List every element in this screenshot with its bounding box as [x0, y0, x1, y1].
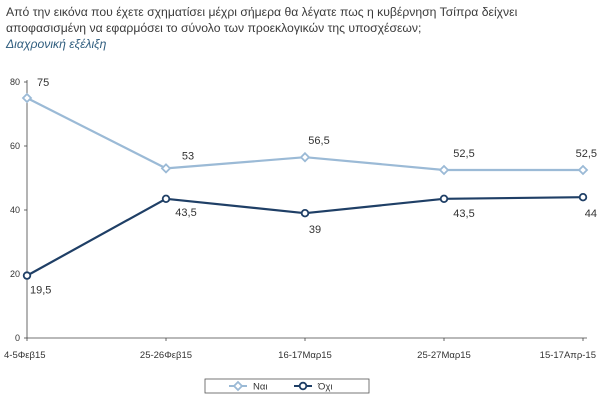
x-category-label: 25-26Φεβ15: [140, 350, 192, 361]
series-nai-data-label: 52,5: [576, 148, 597, 160]
series-ochi-data-label: 39: [309, 224, 321, 236]
chart-subtitle: Διαχρονική εξέλιξη: [6, 37, 107, 51]
legend-ochi-marker: [298, 381, 308, 391]
chart-legend: Ναι Όχι: [204, 378, 370, 394]
series-nai-point: [160, 163, 172, 174]
series-ochi-line: [26, 196, 584, 277]
legend-box: [204, 378, 370, 394]
chart-series: [21, 92, 589, 280]
series-nai-data-label: 75: [37, 77, 49, 89]
x-category-label: 25-27Μαρ15: [417, 350, 471, 361]
series-ochi-data-label: 19,5: [30, 285, 51, 297]
chart-axes: 0 20 40 60 80 4-5Φεβ15 25-26Φεβ15 16-17Μαρ15 25-…: [4, 77, 596, 361]
y-tick-label: 80: [10, 77, 20, 87]
x-category-label: 16-17Μαρ15: [278, 350, 332, 361]
series-nai-point: [21, 92, 33, 104]
series-ochi-point: [439, 194, 449, 203]
y-tick-label: 60: [10, 141, 20, 151]
series-nai-point: [299, 151, 311, 163]
series-nai-data-label: 52,5: [453, 148, 474, 160]
series-ochi-point: [161, 194, 171, 203]
series-ochi-point: [22, 271, 32, 280]
legend-nai-marker: [232, 380, 244, 392]
series-nai-point: [577, 164, 589, 176]
series-ochi-data-label: 43,5: [175, 207, 196, 219]
y-tick-label: 0: [15, 333, 20, 343]
series-nai-data-label: 56,5: [308, 135, 329, 147]
legend-nai-label: Ναι: [253, 382, 267, 393]
chart-title: Από την εικόνα που έχετε σχηματίσει μέχρ…: [6, 5, 518, 35]
series-ochi-data-label: 44: [585, 208, 597, 220]
series-nai-data-label: 53: [182, 150, 194, 162]
y-tick-label: 20: [10, 269, 20, 279]
series-ochi-data-label: 43,5: [453, 208, 474, 220]
series-nai-point: [438, 164, 450, 176]
chart-data-labels: 75 53 56,5 52,5 52,5 19,5 43,5 39 43,5 44: [30, 77, 597, 297]
legend-ochi-label: Όχι: [317, 382, 332, 393]
series-ochi-point: [300, 208, 310, 218]
series-ochi-point: [578, 192, 588, 202]
x-category-label: 4-5Φεβ15: [4, 350, 46, 361]
y-tick-label: 40: [10, 205, 20, 215]
x-category-label: 15-17Απρ-15: [540, 350, 596, 361]
